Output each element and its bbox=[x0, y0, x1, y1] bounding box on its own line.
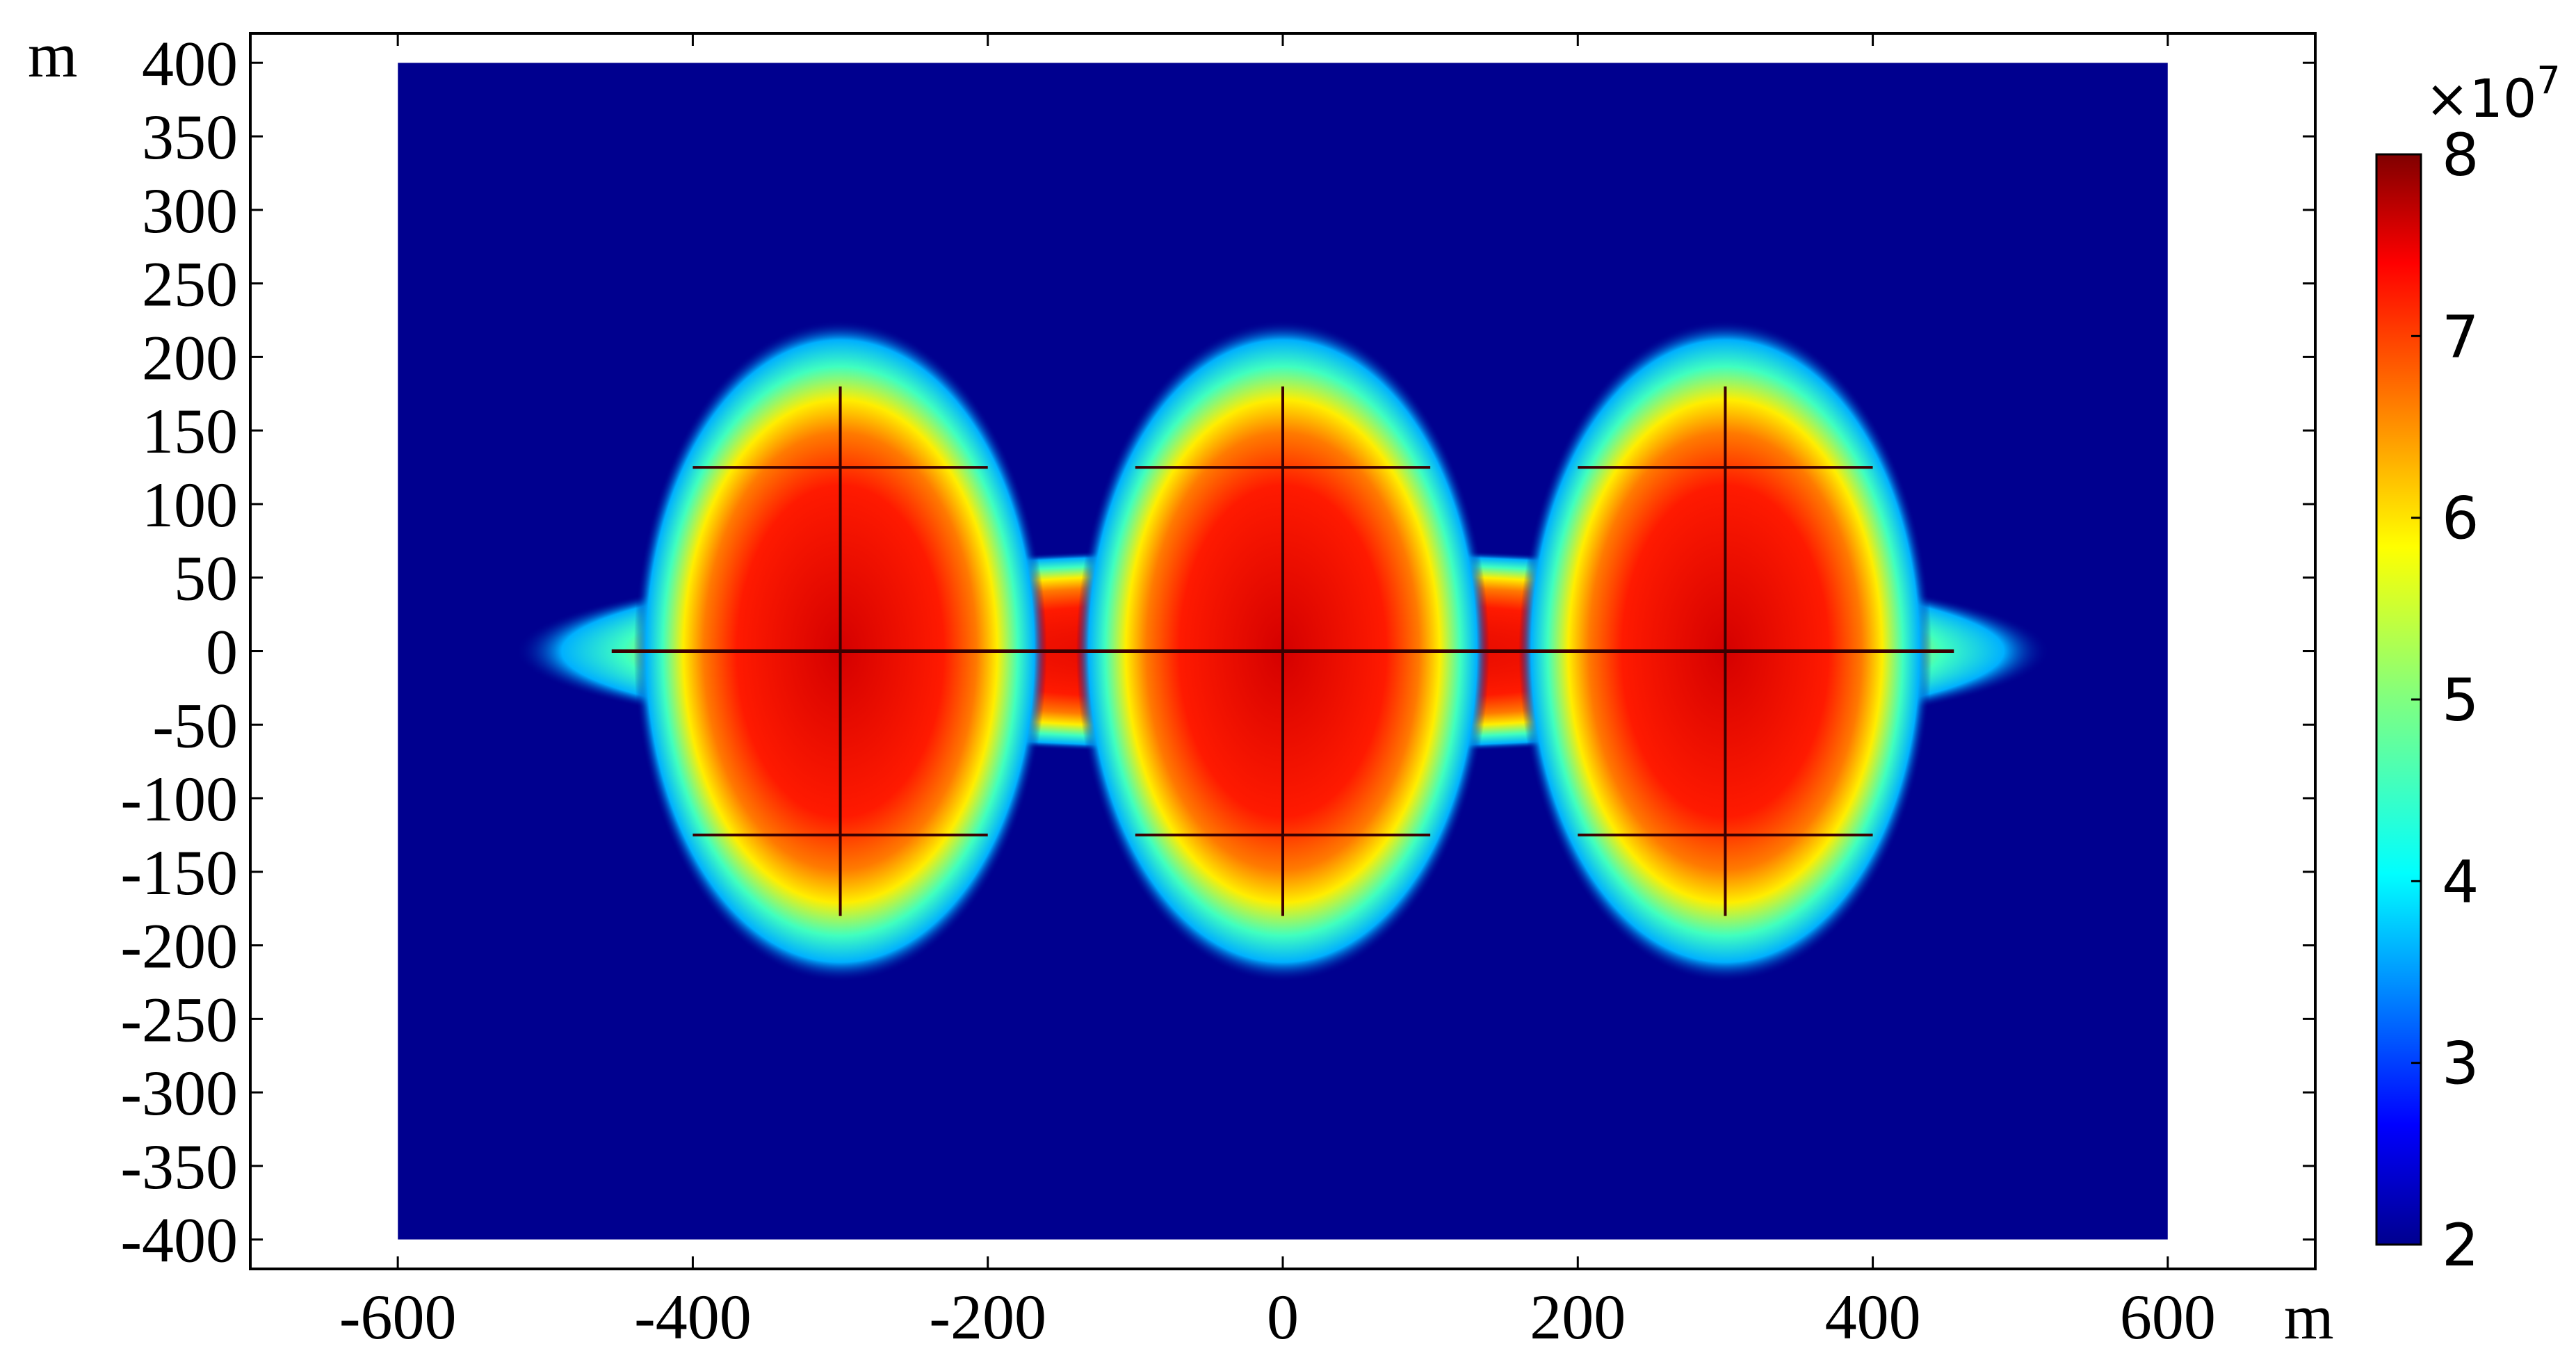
x-tick-label: -600 bbox=[339, 1281, 457, 1352]
y-tick-label: 300 bbox=[142, 175, 238, 246]
x-tick-label: -400 bbox=[634, 1281, 752, 1352]
colorbar-tick-label: 7 bbox=[2442, 302, 2479, 371]
x-tick-label: 200 bbox=[1530, 1281, 1626, 1352]
x-tick-label: 400 bbox=[1825, 1281, 1921, 1352]
y-tick-label: -300 bbox=[120, 1058, 238, 1128]
colorbar-ticks: 8 7 6 5 4 3 2 bbox=[2411, 121, 2479, 1279]
x-axis-unit: m bbox=[2284, 1281, 2334, 1352]
y-tick-label: -350 bbox=[120, 1131, 238, 1202]
colorbar-tick-label: 5 bbox=[2442, 666, 2479, 734]
colorbar-tick-label: 3 bbox=[2442, 1030, 2479, 1098]
y-tick-label: -250 bbox=[120, 984, 238, 1055]
y-tick-label: 350 bbox=[142, 102, 238, 172]
colorbar-tick-label: 6 bbox=[2442, 485, 2479, 553]
colorbar-tick-label: 4 bbox=[2442, 848, 2479, 916]
y-tick-label: 400 bbox=[142, 28, 238, 99]
colorbar-tick-label: 2 bbox=[2442, 1211, 2479, 1279]
x-tick-label: -200 bbox=[929, 1281, 1046, 1352]
x-tick-label: 600 bbox=[2120, 1281, 2216, 1352]
x-tick-label: 0 bbox=[1267, 1281, 1299, 1352]
y-tick-label: 50 bbox=[174, 543, 238, 614]
y-tick-label: -150 bbox=[120, 837, 238, 908]
y-tick-label: -50 bbox=[152, 690, 238, 761]
y-tick-label: -100 bbox=[120, 763, 238, 834]
heatmap-field bbox=[398, 63, 2168, 1240]
y-tick-label: 100 bbox=[142, 469, 238, 540]
y-tick-label: 150 bbox=[142, 396, 238, 467]
colorbar-multiplier: ×107 bbox=[2425, 58, 2561, 129]
y-axis-unit: m bbox=[28, 19, 78, 90]
colorbar-tick-label: 8 bbox=[2442, 121, 2479, 189]
y-axis-ticks: 400350300250200150100500-50-100-150-200-… bbox=[120, 28, 2315, 1276]
y-tick-label: 250 bbox=[142, 249, 238, 320]
x-axis-ticks: -600 -400 -200 0 200 400 600 bbox=[339, 33, 2216, 1352]
colorbar-exponent: 7 bbox=[2536, 58, 2560, 102]
y-tick-label: 200 bbox=[142, 322, 238, 393]
y-tick-label: 0 bbox=[206, 617, 238, 688]
colorbar: 8 7 6 5 4 3 2 ×107 bbox=[2375, 58, 2561, 1279]
y-tick-label: -400 bbox=[120, 1205, 238, 1276]
y-tick-label: -200 bbox=[120, 911, 238, 982]
